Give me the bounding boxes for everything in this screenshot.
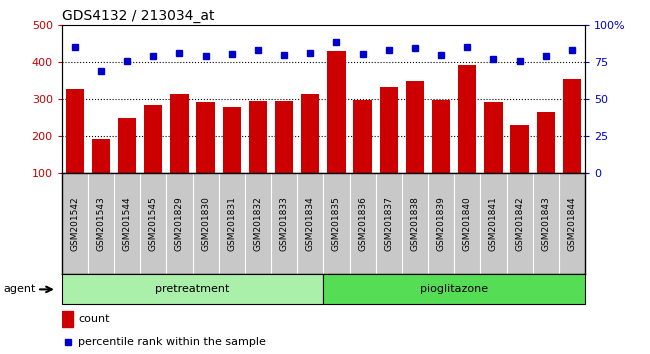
Text: GSM201834: GSM201834 xyxy=(306,196,315,251)
Text: GSM201840: GSM201840 xyxy=(463,196,472,251)
Bar xyxy=(432,100,450,173)
Bar xyxy=(223,107,241,173)
Bar xyxy=(484,102,502,173)
Text: GSM201544: GSM201544 xyxy=(123,196,132,251)
Text: GSM201833: GSM201833 xyxy=(280,196,289,251)
Bar xyxy=(249,101,267,173)
Bar xyxy=(354,100,372,173)
Bar xyxy=(324,274,585,304)
Text: GSM201542: GSM201542 xyxy=(70,196,79,251)
Bar xyxy=(118,118,136,173)
Text: GSM201835: GSM201835 xyxy=(332,196,341,251)
Text: agent: agent xyxy=(3,284,36,295)
Bar xyxy=(510,125,528,173)
Text: percentile rank within the sample: percentile rank within the sample xyxy=(79,337,266,347)
Bar xyxy=(537,112,555,173)
Text: pretreatment: pretreatment xyxy=(155,284,229,295)
Bar xyxy=(170,93,188,173)
Text: pioglitazone: pioglitazone xyxy=(420,284,488,295)
Text: GSM201545: GSM201545 xyxy=(149,196,158,251)
Bar xyxy=(66,89,84,173)
Text: GSM201543: GSM201543 xyxy=(96,196,105,251)
Bar xyxy=(62,274,324,304)
Bar xyxy=(328,51,346,173)
Bar xyxy=(301,93,319,173)
Text: GSM201832: GSM201832 xyxy=(254,196,263,251)
Text: GSM201837: GSM201837 xyxy=(384,196,393,251)
Bar xyxy=(275,101,293,173)
Text: GSM201830: GSM201830 xyxy=(201,196,210,251)
Text: GSM201843: GSM201843 xyxy=(541,196,551,251)
Bar xyxy=(406,81,424,173)
Text: GSM201842: GSM201842 xyxy=(515,196,524,251)
Bar xyxy=(380,87,398,173)
Text: GSM201831: GSM201831 xyxy=(227,196,237,251)
Text: GSM201844: GSM201844 xyxy=(567,196,577,251)
Bar xyxy=(196,102,214,173)
Text: GSM201838: GSM201838 xyxy=(410,196,419,251)
Text: GSM201829: GSM201829 xyxy=(175,196,184,251)
Text: GSM201839: GSM201839 xyxy=(437,196,446,251)
Bar xyxy=(92,139,110,173)
Text: GDS4132 / 213034_at: GDS4132 / 213034_at xyxy=(62,9,214,23)
Bar xyxy=(563,79,581,173)
Text: GSM201836: GSM201836 xyxy=(358,196,367,251)
Text: GSM201841: GSM201841 xyxy=(489,196,498,251)
Bar xyxy=(62,311,73,327)
Bar xyxy=(144,105,162,173)
Text: count: count xyxy=(79,314,110,324)
Bar xyxy=(458,64,476,173)
